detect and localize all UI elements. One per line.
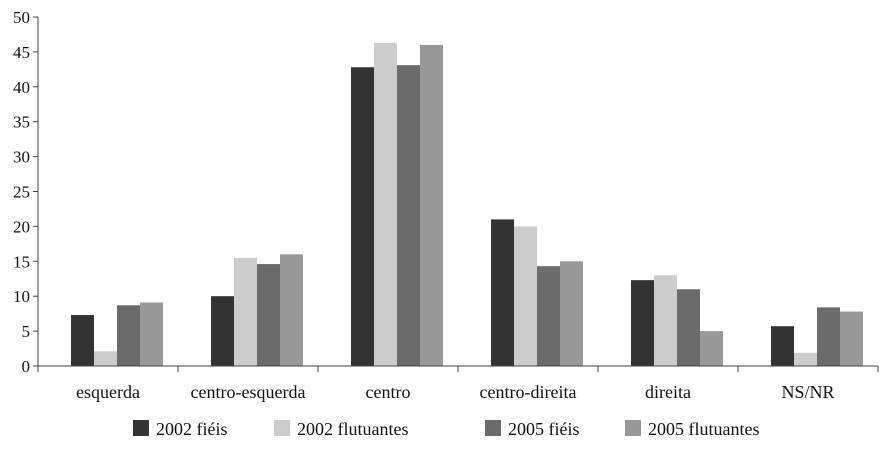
legend-item: 2005 flutuantes [625,419,759,439]
x-category-label: direita [645,382,691,402]
bar [140,302,163,366]
bar [420,44,443,367]
bar [491,219,514,366]
x-category-label: centro-direita [480,382,577,402]
bar [117,305,140,366]
y-tick-label: 0 [22,357,31,376]
legend-swatch [133,420,149,436]
x-category-label: esquerda [76,382,140,402]
legend: 2002 fiéis 2002 flutuantes 2005 fiéis 2005 … [133,419,759,439]
bar [374,42,397,367]
y-tick-label: 10 [13,287,30,306]
x-category-label: NS/NR [781,382,834,402]
bar [654,275,677,366]
bar [817,307,840,366]
bar [71,315,94,366]
legend-label: 2005 flutuantes [648,419,759,439]
legend-item: 2005 fiéis [485,419,580,439]
bar [397,65,420,367]
legend-swatch [274,420,290,436]
legend-swatch [485,420,501,436]
y-tick-label: 15 [13,252,30,271]
y-axis: 0 5 10 15 20 25 30 35 40 45 50 [13,8,39,376]
y-tick-label: 30 [13,148,30,167]
bar [700,331,723,366]
legend-item: 2002 fiéis [133,419,228,439]
bar [280,254,303,366]
bar [771,326,794,366]
y-tick-label: 35 [13,113,30,132]
bar [257,264,280,366]
y-tick-label: 20 [13,217,30,236]
bar [211,296,234,366]
legend-swatch [625,420,641,436]
bar [351,67,374,367]
x-category-label: centro-esquerda [191,382,306,402]
legend-label: 2005 fiéis [508,419,580,439]
bar [794,352,817,366]
bar [234,257,257,366]
legend-label: 2002 flutuantes [297,419,408,439]
legend-label: 2002 fiéis [156,419,228,439]
bar [514,226,537,366]
bar [677,289,700,366]
x-category-label: centro [366,382,411,402]
bar [94,351,117,366]
y-tick-label: 5 [22,322,31,341]
y-tick-label: 45 [13,43,30,62]
bar [840,311,863,366]
bars [71,42,863,367]
bar [537,266,560,366]
x-axis: esquerda centro-esquerda centro centro-dire… [37,365,879,402]
bar [631,280,654,366]
legend-item: 2002 flutuantes [274,419,408,439]
y-tick-label: 50 [13,8,30,27]
y-tick-label: 25 [13,183,30,202]
y-tick-label: 40 [13,78,30,97]
bar [560,261,583,366]
